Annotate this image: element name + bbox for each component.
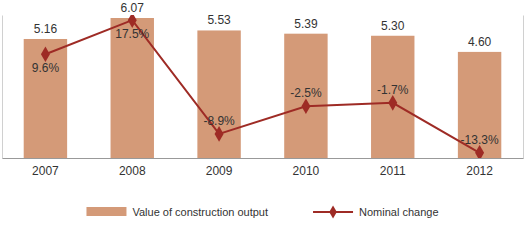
legend: Value of construction output Nominal chan…: [86, 205, 438, 218]
bar: [111, 18, 154, 158]
bar: [371, 36, 414, 158]
y2-axis-line: [523, 16, 524, 159]
line-label: -8.9%: [203, 114, 235, 128]
legend-label: Value of construction output: [132, 206, 268, 218]
y2-axis: [523, 16, 524, 159]
bar-label: 5.16: [34, 22, 58, 36]
marker: [41, 46, 50, 62]
marker: [388, 95, 397, 111]
x-tick: 2010: [293, 158, 320, 178]
marker: [215, 126, 224, 142]
x-axis: 2007 2008 2009 2010 2011 2012: [3, 158, 524, 178]
x-tick: 2012: [466, 158, 493, 178]
line: [45, 20, 479, 153]
marker: [128, 15, 137, 28]
x-tick: 2009: [206, 158, 233, 178]
line-label: 17.5%: [115, 27, 149, 41]
line-label: -13.3%: [461, 133, 499, 147]
marker: [301, 99, 310, 115]
bar-label: 4.60: [468, 35, 492, 49]
marker: [475, 145, 484, 158]
legend-item: Value of construction output: [86, 206, 268, 218]
x-tick-label: 2010: [293, 164, 320, 178]
plot-area: [24, 15, 502, 158]
x-tick-label: 2011: [380, 164, 406, 178]
legend-marker: [329, 205, 337, 218]
legend-label: Nominal change: [359, 206, 439, 218]
x-tick-label: 2007: [32, 164, 59, 178]
x-tick: 2008: [119, 158, 146, 178]
bar-label: 5.30: [381, 19, 405, 33]
x-tick-label: 2012: [466, 164, 493, 178]
y-axis-line: [2, 16, 3, 159]
x-tick: 2011: [380, 158, 406, 178]
bar-label: 6.07: [121, 1, 145, 15]
x-tick-label: 2009: [206, 164, 233, 178]
y-axis: [2, 16, 3, 159]
chart: 5.16 6.07 5.53 5.39 5.30 4.60 9.6% 17.5% -8.9% -2…: [0, 0, 525, 230]
bar: [197, 30, 240, 158]
legend-swatch: [86, 207, 126, 216]
line-label: -1.7%: [377, 83, 409, 97]
bar-label: 5.53: [207, 13, 231, 27]
legend-item: Nominal change: [313, 205, 439, 218]
x-tick: 2007: [32, 158, 59, 178]
line-label: 9.6%: [32, 61, 60, 75]
bar: [284, 34, 327, 158]
data-labels: 5.16 6.07 5.53 5.39 5.30 4.60 9.6% 17.5% -8.9% -2…: [32, 1, 499, 147]
x-axis-line: [3, 158, 524, 159]
bar: [24, 39, 67, 158]
bar-label: 5.39: [294, 17, 318, 31]
bar: [458, 52, 501, 158]
line-label: -2.5%: [290, 86, 322, 100]
x-tick-label: 2008: [119, 164, 146, 178]
